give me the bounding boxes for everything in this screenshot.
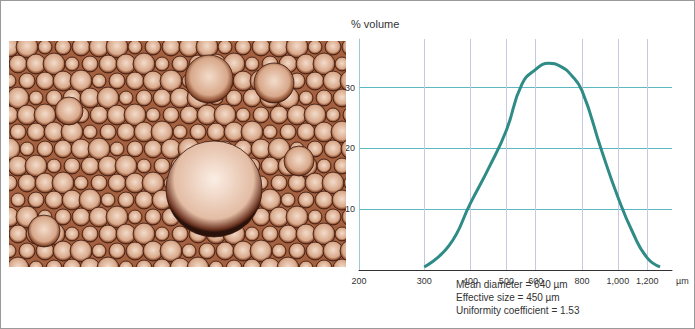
svg-text:300: 300 <box>417 276 432 286</box>
svg-text:Uniformity coefficient = 1.53: Uniformity coefficient = 1.53 <box>456 305 580 316</box>
svg-text:400: 400 <box>463 276 478 286</box>
svg-text:30: 30 <box>345 83 355 93</box>
svg-text:10: 10 <box>345 204 355 214</box>
svg-text:200: 200 <box>351 276 366 286</box>
svg-text:20: 20 <box>345 143 355 153</box>
svg-text:% volume: % volume <box>351 18 399 30</box>
svg-text:Effective size = 450 µm: Effective size = 450 µm <box>456 292 560 303</box>
svg-text:800: 800 <box>574 276 589 286</box>
svg-text:µm: µm <box>676 276 689 286</box>
svg-text:1,200: 1,200 <box>636 276 659 286</box>
svg-text:500: 500 <box>499 276 514 286</box>
svg-text:600: 600 <box>528 276 543 286</box>
svg-text:1,000: 1,000 <box>607 276 630 286</box>
